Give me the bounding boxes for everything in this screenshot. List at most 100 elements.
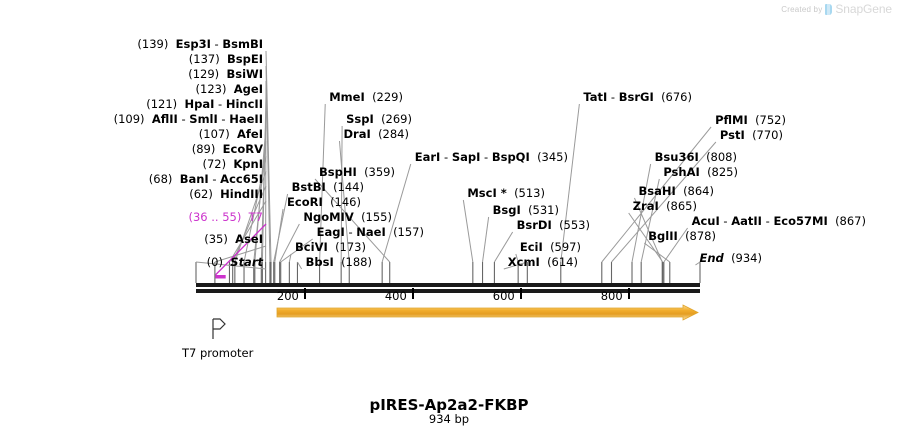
enzyme-site-label[interactable]: EcoRI (146) [287, 196, 361, 208]
site-position: (553) [559, 218, 590, 232]
enzyme-site-label[interactable]: (137) BspEI [189, 53, 263, 65]
ruler-tick-mark [411, 288, 414, 299]
backbone-line-top [196, 283, 700, 287]
t7-promoter-glyph [212, 318, 226, 339]
site-enzyme-name: Acc65I [220, 172, 263, 186]
site-enzyme-name: BglII [648, 229, 678, 243]
site-name-separator: - [208, 172, 221, 186]
watermark-created-by-label: Created by [781, 4, 823, 14]
site-position: (359) [364, 165, 395, 179]
enzyme-site-label[interactable]: PflMI (752) [715, 114, 786, 126]
plasmid-length-label: 934 bp [428, 412, 470, 426]
ruler-tick-label: 200 [276, 289, 299, 303]
enzyme-site-label[interactable]: End (934) [699, 252, 762, 264]
enzyme-site-label[interactable]: EarI - SapI - BspQI (345) [415, 151, 568, 163]
enzyme-site-label[interactable]: MmeI (229) [329, 91, 403, 103]
site-enzyme-name: BsrDI [516, 218, 552, 232]
page-title: pIRES-Ap2a2-FKBP [369, 396, 529, 414]
enzyme-site-label[interactable]: EagI - NaeI (157) [317, 226, 424, 238]
enzyme-site-label[interactable]: (62) HindIII [189, 188, 263, 200]
site-enzyme-name: EcoRI [287, 195, 323, 209]
site-enzyme-name: NaeI [356, 225, 386, 239]
enzyme-site-label[interactable]: (121) HpaI - HincII [146, 98, 263, 110]
site-position: (137) [188, 52, 220, 66]
watermark-brand-label: SnapGene [835, 2, 892, 16]
site-position: (109) [113, 112, 145, 126]
t7-feature-label[interactable]: (36 .. 55) T7 [188, 211, 263, 223]
site-enzyme-name: HaeII [229, 112, 263, 126]
enzyme-site-label[interactable]: BsaHI (864) [638, 185, 714, 197]
ruler-tick-mark [303, 288, 306, 299]
site-position: (614) [547, 255, 578, 269]
site-position: (173) [335, 240, 366, 254]
site-enzyme-name: EarI [414, 150, 441, 164]
site-name-separator: - [440, 150, 452, 164]
enzyme-site-label[interactable]: (129) BsiWI [188, 68, 263, 80]
site-position: (0) [206, 255, 223, 269]
site-position: (157) [393, 225, 424, 239]
enzyme-site-label[interactable]: ZraI (865) [633, 200, 697, 212]
enzyme-site-label[interactable]: SspI (269) [346, 113, 412, 125]
site-name-separator: - [607, 90, 619, 104]
site-enzyme-name: AgeI [233, 82, 263, 96]
site-position: (808) [706, 150, 737, 164]
enzyme-site-label[interactable]: EciI (597) [520, 241, 581, 253]
enzyme-site-label[interactable]: (0) Start [207, 256, 263, 268]
site-enzyme-name: BanI [179, 172, 209, 186]
enzyme-site-label[interactable]: BglII (878) [648, 230, 716, 242]
enzyme-site-label[interactable]: (109) AflII - SmlI - HaeII [114, 113, 263, 125]
site-position: (825) [707, 165, 738, 179]
enzyme-site-label[interactable]: BspHI (359) [319, 166, 395, 178]
snapgene-watermark: Created by SnapGene [781, 2, 892, 16]
enzyme-site-label[interactable]: PstI (770) [720, 129, 783, 141]
site-enzyme-name: BsiWI [226, 67, 263, 81]
enzyme-site-label[interactable]: Bsu36I (808) [655, 151, 737, 163]
enzyme-site-label[interactable]: (89) EcoRV [192, 143, 263, 155]
ruler-tick-mark [519, 288, 522, 299]
site-name-separator: - [761, 214, 774, 228]
site-position: (269) [381, 112, 412, 126]
enzyme-site-label[interactable]: BsgI (531) [493, 204, 559, 216]
enzyme-site-label[interactable]: BciVI (173) [295, 241, 366, 253]
site-enzyme-name: BbsI [305, 255, 334, 269]
site-enzyme-name: SapI [451, 150, 481, 164]
site-position: (146) [330, 195, 361, 209]
enzyme-site-label[interactable]: (139) Esp3I - BsmBI [137, 38, 263, 50]
enzyme-site-label[interactable]: XcmI (614) [508, 256, 578, 268]
site-enzyme-name: AseI [235, 232, 263, 246]
site-name-separator: - [344, 225, 357, 239]
enzyme-site-label[interactable]: NgoMIV (155) [303, 211, 392, 223]
site-enzyme-name: HindIII [220, 187, 263, 201]
site-position: (68) [148, 172, 173, 186]
enzyme-site-label[interactable]: (107) AfeI [199, 128, 263, 140]
site-position: (229) [372, 90, 403, 104]
enzyme-site-label[interactable]: PshAI (825) [663, 166, 738, 178]
site-position: (513) [514, 186, 545, 200]
site-name-separator: - [177, 112, 190, 126]
site-enzyme-name: AcuI [691, 214, 720, 228]
site-position: (867) [835, 214, 866, 228]
enzyme-site-label[interactable]: (72) KpnI [202, 158, 263, 170]
site-position: (35) [204, 232, 228, 246]
enzyme-site-label[interactable]: (123) AgeI [196, 83, 263, 95]
enzyme-site-label[interactable]: DraI (284) [343, 128, 409, 140]
site-enzyme-name: HincII [225, 97, 263, 111]
enzyme-site-label[interactable]: (68) BanI - Acc65I [149, 173, 263, 185]
orf-arrow [276, 304, 699, 321]
enzyme-site-label[interactable]: MscI * (513) [467, 187, 545, 199]
enzyme-site-label[interactable]: BstBI (144) [292, 181, 364, 193]
enzyme-site-label[interactable]: AcuI - AatII - Eco57MI (867) [692, 215, 866, 227]
site-enzyme-name: Eco57MI [773, 214, 828, 228]
site-enzyme-name: KpnI [233, 157, 263, 171]
ruler-tick-label: 400 [384, 289, 407, 303]
enzyme-site-label[interactable]: TatI - BsrGI (676) [583, 91, 692, 103]
site-name-separator: - [719, 214, 732, 228]
site-enzyme-name: Start [230, 255, 263, 269]
site-position: (155) [361, 210, 392, 224]
enzyme-site-label[interactable]: (35) AseI [204, 233, 263, 245]
enzyme-site-label[interactable]: BsrDI (553) [517, 219, 590, 231]
enzyme-site-label[interactable]: BbsI (188) [306, 256, 372, 268]
site-enzyme-name: AflII [151, 112, 178, 126]
site-enzyme-name: BsrGI [618, 90, 654, 104]
site-position: (752) [755, 113, 786, 127]
